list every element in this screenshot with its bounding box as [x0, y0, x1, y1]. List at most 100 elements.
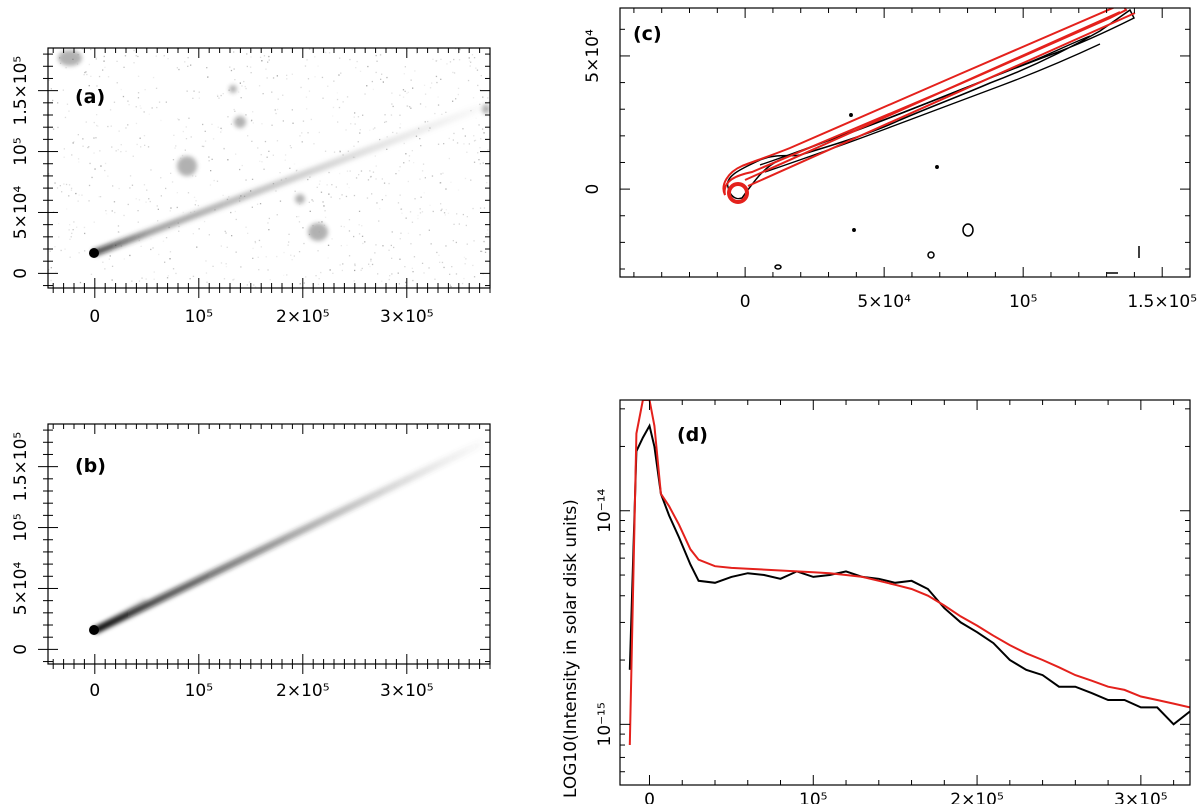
a-noise-pixel [98, 103, 100, 105]
a-noise-pixel [305, 96, 308, 98]
a-noise-pixel [73, 221, 75, 223]
a-noise-pixel [275, 190, 277, 192]
a-noise-pixel [182, 130, 184, 133]
a-noise-pixel [162, 240, 165, 242]
a-noise-pixel [81, 194, 83, 196]
a-noise-pixel [469, 65, 471, 67]
a-noise-pixel [423, 272, 425, 274]
a-noise-pixel [409, 211, 412, 213]
a-noise-pixel [90, 48, 92, 51]
a-noise-pixel [82, 286, 84, 288]
a-noise-pixel [82, 138, 84, 140]
a-noise-pixel [419, 208, 421, 210]
a-noise-pixel [245, 87, 247, 90]
a-noise-pixel [137, 92, 140, 94]
a-noise-pixel [160, 119, 162, 122]
a-noise-pixel [291, 259, 293, 261]
a-noise-pixel [163, 55, 165, 57]
a-noise-pixel [225, 266, 228, 268]
a-noise-pixel [415, 135, 418, 137]
a-noise-pixel [473, 161, 476, 163]
d-y-tick-label: 10⁻¹⁴ [595, 488, 615, 532]
c-model-contour-outer [722, 8, 1128, 196]
a-noise-pixel [197, 204, 199, 207]
a-noise-pixel [406, 92, 408, 94]
a-noise-pixel [339, 150, 341, 152]
panel-c-contours: 0 5×10⁴ 10⁵ 1.5×10⁵ 0 5×10⁴ (c) [583, 7, 1197, 312]
a-noise-pixel [115, 150, 117, 152]
a-noise-pixel [462, 128, 464, 130]
a-noise-pixel [354, 123, 356, 125]
a-noise-pixel [457, 189, 460, 191]
a-noise-pixel [292, 122, 294, 124]
a-noise-pixel [407, 105, 409, 107]
a-noise-pixel [177, 118, 179, 120]
a-noise-pixel [355, 177, 358, 179]
a-noise-pixel [276, 255, 278, 258]
a-noise-pixel [407, 180, 409, 183]
a-noise-pixel [88, 146, 90, 148]
a-noise-pixel [190, 136, 192, 138]
a-noise-pixel [369, 129, 371, 131]
a-noise-pixel [63, 156, 65, 158]
a-noise-pixel [150, 238, 152, 240]
a-noise-pixel [282, 120, 284, 122]
a-noise-pixel [478, 124, 480, 126]
a-noise-pixel [274, 109, 276, 111]
a-noise-pixel [482, 162, 484, 164]
a-noise-pixel [181, 154, 184, 157]
a-noise-pixel [375, 178, 377, 180]
a-x-tick-label: 0 [89, 307, 100, 327]
a-noise-pixel [336, 98, 339, 101]
a-noise-pixel [437, 143, 440, 145]
a-noise-pixel [346, 96, 349, 98]
a-noise-pixel [362, 114, 364, 116]
a-blob [58, 50, 82, 66]
a-noise-pixel [386, 76, 388, 79]
a-noise-pixel [403, 142, 405, 145]
a-noise-pixel [304, 65, 307, 67]
a-noise-pixel [399, 238, 401, 240]
b-x-axis: 0 10⁵ 2×10⁵ 3×10⁵ [52, 424, 491, 701]
a-noise-pixel [98, 75, 101, 78]
a-noise-pixel [98, 89, 100, 91]
a-noise-pixel [193, 90, 195, 92]
a-noise-pixel [112, 185, 114, 187]
a-noise-pixel [413, 256, 416, 258]
c-x-tick-label: 10⁵ [1009, 292, 1037, 312]
a-noise-pixel [251, 49, 253, 51]
a-noise-pixel [289, 145, 291, 147]
a-noise-pixel [234, 79, 236, 81]
a-noise-pixel [300, 86, 302, 89]
a-noise-pixel [399, 166, 401, 168]
a-noise-pixel [464, 135, 466, 137]
a-noise-pixel [324, 216, 327, 218]
a-noise-pixel [276, 140, 279, 142]
a-noise-pixel [435, 60, 437, 62]
a-noise-pixel [294, 190, 296, 192]
b-axes-frame [47, 423, 491, 665]
a-noise-pixel [116, 82, 118, 84]
a-noise-pixel [262, 93, 264, 95]
a-noise-pixel [193, 196, 196, 198]
a-noise-pixel [120, 88, 122, 91]
a-noise-pixel [216, 180, 219, 182]
a-noise-pixel [50, 88, 52, 90]
a-noise-pixel [371, 193, 373, 195]
a-noise-pixel [252, 111, 254, 113]
a-noise-pixel [354, 264, 356, 267]
a-noise-pixel [174, 147, 176, 149]
a-noise-pixel [239, 168, 241, 171]
a-noise-pixel [246, 53, 248, 55]
a-noise-pixel [486, 233, 488, 235]
a-noise-pixel [156, 106, 158, 109]
a-noise-pixel [419, 234, 421, 236]
c-y-axis: 0 5×10⁴ [583, 28, 1190, 270]
a-noise-pixel [306, 59, 308, 61]
a-noise-pixel [404, 66, 406, 68]
a-noise-pixel [404, 266, 406, 268]
a-noise-pixel [379, 138, 381, 141]
a-noise-pixel [144, 144, 146, 146]
a-noise-pixel [268, 217, 270, 220]
a-noise-pixel [354, 263, 356, 265]
